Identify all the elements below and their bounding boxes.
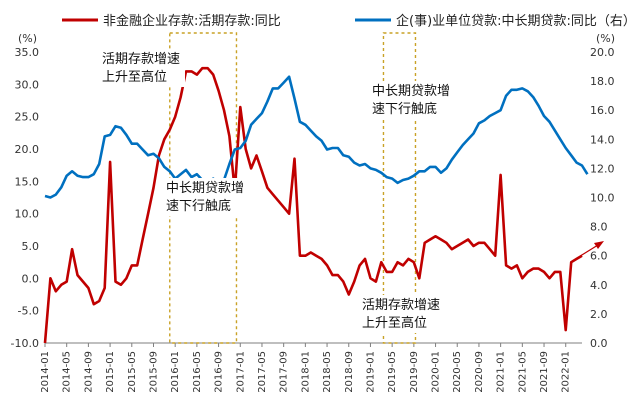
annotation-text: 速下行触底 bbox=[372, 101, 437, 117]
x-tick-label: 2015-05 bbox=[127, 351, 138, 393]
legend-label-long-term-loans: 企(事)业单位贷款:中长期贷款:同比（右） bbox=[396, 13, 636, 29]
x-tick-label: 2016-01 bbox=[170, 351, 181, 393]
right-tick-label: 12.0 bbox=[590, 162, 615, 175]
x-tick-label: 2019-05 bbox=[387, 351, 398, 393]
right-tick-label: 10.0 bbox=[590, 192, 615, 205]
trend-arrow-head bbox=[594, 241, 604, 249]
annotation-text: 活期存款增速 bbox=[102, 52, 180, 67]
annotation-background bbox=[163, 178, 249, 216]
trend-arrow bbox=[576, 241, 604, 259]
right-tick-label: 2.0 bbox=[590, 308, 608, 321]
x-tick-label: 2014-01 bbox=[40, 351, 51, 393]
left-tick-label: 10.0 bbox=[15, 208, 40, 221]
annotation-text: 上升至高位 bbox=[102, 69, 167, 85]
trend-arrow-line bbox=[576, 244, 599, 259]
left-tick-label: -10.0 bbox=[11, 337, 39, 350]
right-tick-label: 8.0 bbox=[590, 221, 608, 234]
highlight-box bbox=[169, 32, 238, 344]
right-axis-unit: (%) bbox=[596, 32, 615, 45]
right-tick-label: 18.0 bbox=[590, 75, 615, 88]
annotation-background bbox=[99, 49, 185, 87]
x-tick-label: 2017-09 bbox=[279, 351, 290, 393]
annotation-text: 速下行触底 bbox=[166, 198, 231, 214]
annotation-text: 活期存款增速 bbox=[362, 298, 440, 313]
x-tick-label: 2018-05 bbox=[322, 351, 333, 393]
x-tick-label: 2019-09 bbox=[409, 351, 420, 393]
x-tick-label: 2019-01 bbox=[365, 351, 376, 393]
right-tick-label: 16.0 bbox=[590, 104, 615, 117]
legend-label-demand-deposit: 非金融企业存款:活期存款:同比 bbox=[103, 13, 281, 29]
left-tick-label: 35.0 bbox=[15, 46, 40, 59]
x-tick-label: 2016-05 bbox=[192, 351, 203, 393]
x-tick-label: 2017-05 bbox=[257, 351, 268, 393]
x-tick-label: 2018-01 bbox=[300, 351, 311, 393]
axes: -10.0 -5.0 0.0 5.0 10.0 15.0 20.0 25.0 30.0 35.0 0… bbox=[11, 46, 615, 393]
left-axis-unit: (%) bbox=[18, 32, 37, 45]
series-lines bbox=[43, 66, 589, 344]
left-tick-label: 30.0 bbox=[15, 78, 40, 91]
x-tick-label: 2017-01 bbox=[235, 351, 246, 393]
left-tick-label: 15.0 bbox=[15, 175, 40, 188]
left-tick-label: 0.0 bbox=[22, 272, 40, 285]
series-line-long-term-loans bbox=[44, 75, 589, 199]
x-tick-label: 2018-09 bbox=[344, 351, 355, 393]
x-tick-label: 2014-05 bbox=[62, 351, 73, 393]
x-tick-label: 2021-01 bbox=[496, 351, 507, 393]
x-tick-label: 2020-05 bbox=[452, 351, 463, 393]
x-tick-label: 2016-09 bbox=[214, 351, 225, 393]
left-tick-label: 25.0 bbox=[15, 111, 40, 124]
left-tick-label: 20.0 bbox=[15, 143, 40, 156]
x-tick-label: 2015-09 bbox=[148, 351, 159, 393]
highlight-boxes bbox=[169, 32, 417, 344]
x-tick-label: 2020-01 bbox=[431, 351, 442, 393]
x-tick-label: 2021-05 bbox=[517, 351, 528, 393]
x-tick-label: 2021-09 bbox=[539, 351, 550, 393]
annotation-text: 中长期贷款增 bbox=[166, 181, 244, 196]
annotation-text: 中长期贷款增 bbox=[372, 84, 450, 99]
series-line-demand-deposit bbox=[43, 66, 583, 344]
right-tick-label: 4.0 bbox=[590, 279, 608, 292]
annotations: 活期存款增速上升至高位中长期贷款增速下行触底中长期贷款增速下行触底活期存款增速上… bbox=[99, 49, 455, 333]
x-tick-label: 2014-09 bbox=[83, 351, 94, 393]
right-tick-label: 0.0 bbox=[590, 337, 608, 350]
right-tick-label: 14.0 bbox=[590, 133, 615, 146]
left-tick-label: 5.0 bbox=[22, 240, 40, 253]
right-tick-label: 6.0 bbox=[590, 250, 608, 263]
legend: 非金融企业存款:活期存款:同比 企(事)业单位贷款:中长期贷款:同比（右） bbox=[62, 13, 636, 29]
highlight-box bbox=[382, 32, 417, 344]
annotation-background bbox=[359, 295, 445, 333]
left-tick-label: -5.0 bbox=[18, 305, 39, 318]
x-tick-label: 2015-01 bbox=[105, 351, 116, 393]
x-tick-label: 2022-01 bbox=[561, 351, 572, 393]
right-tick-label: 20.0 bbox=[590, 46, 615, 59]
annotation-background bbox=[369, 81, 455, 119]
x-tick-label: 2020-09 bbox=[474, 351, 485, 393]
annotation-text: 上升至高位 bbox=[362, 315, 427, 331]
